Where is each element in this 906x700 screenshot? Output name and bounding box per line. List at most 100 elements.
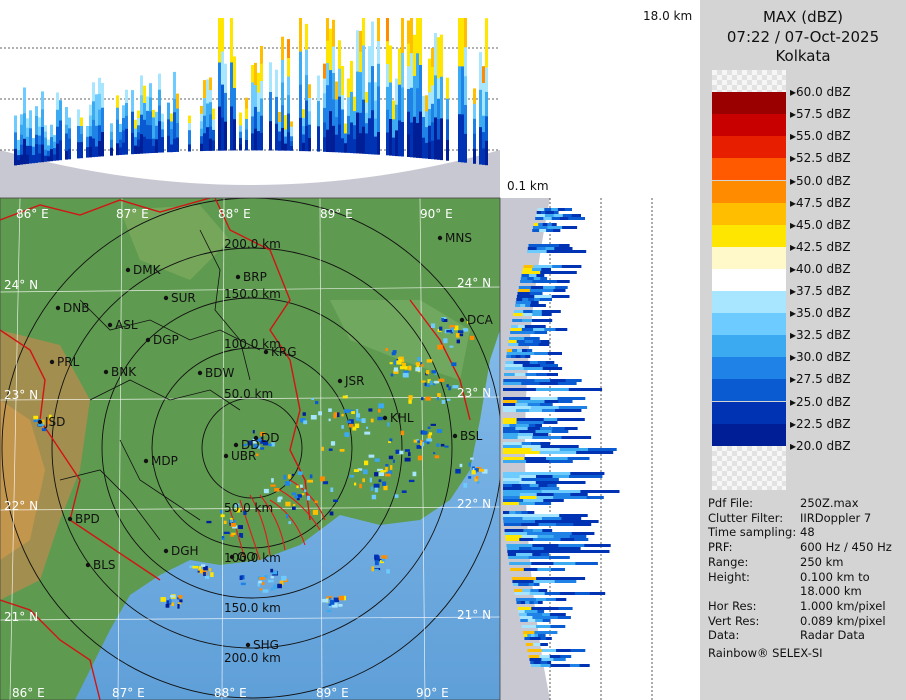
top-profile-bar: [407, 65, 410, 89]
right-profile-bar: [542, 619, 551, 622]
radar-echo: [328, 418, 331, 422]
right-profile-bar: [547, 661, 552, 664]
top-profile-bar: [344, 142, 347, 153]
top-profile-bar: [287, 94, 290, 114]
top-profile-bar: [458, 65, 461, 115]
right-profile-bar: [540, 487, 560, 490]
right-profile-bar: [556, 649, 571, 652]
top-profile-bar: [290, 126, 293, 132]
top-profile-bar: [161, 121, 164, 130]
right-profile-bar: [559, 217, 569, 220]
top-profile-bar: [281, 36, 284, 60]
radar-echo: [252, 430, 255, 434]
right-profile-bar: [504, 529, 515, 532]
radar-echo: [430, 423, 436, 426]
height-bottom-label: 0.1 km: [507, 179, 549, 193]
radar-echo: [443, 338, 448, 344]
radar-echo: [203, 566, 208, 571]
right-profile-bar: [519, 493, 538, 496]
right-profile-bar: [551, 223, 557, 226]
right-profile-bar: [503, 382, 522, 385]
radar-echo: [178, 595, 183, 599]
right-profile-bar: [510, 328, 523, 331]
top-profile-bar: [281, 104, 284, 128]
radar-echo: [386, 569, 390, 574]
top-profile-bar: [257, 130, 260, 151]
range-rings: [1, 198, 500, 699]
right-profile-bar: [546, 637, 552, 640]
right-profile-bar: [545, 607, 559, 610]
top-profile-bar: [341, 80, 344, 96]
radar-echo: [455, 333, 460, 338]
right-profile-bar: [566, 250, 587, 253]
right-profile-bar: [529, 658, 542, 661]
top-profile-bar: [341, 109, 344, 124]
radar-echo: [358, 419, 364, 422]
top-profile-bar: [35, 153, 38, 163]
right-profile-bar: [541, 289, 554, 292]
top-profile-bar: [158, 73, 161, 90]
top-profile-bar: [338, 68, 341, 97]
latitude-label: 21° N: [4, 610, 38, 624]
top-profile-bar: [125, 141, 128, 155]
right-profile-bar: [529, 637, 536, 640]
top-profile-bar: [365, 122, 368, 134]
right-profile-bar: [536, 211, 542, 214]
right-profile-bar: [539, 298, 547, 301]
top-profile-bar: [287, 57, 290, 77]
radar-echo: [408, 395, 413, 400]
radar-echo: [451, 362, 457, 367]
top-profile-bar: [122, 117, 125, 131]
right-profile-bar: [537, 361, 547, 364]
right-profile-bar: [545, 361, 555, 364]
top-profile-bar: [323, 122, 326, 138]
right-profile-bar: [503, 379, 520, 382]
top-profile-bar: [92, 119, 95, 139]
city-marker: [229, 554, 235, 560]
city-label: DD: [261, 431, 279, 445]
right-profile-bar: [522, 271, 541, 274]
right-profile-bar: [526, 613, 535, 616]
right-profile-bar: [559, 514, 588, 517]
right-profile-bar: [535, 520, 567, 523]
top-profile-bar: [143, 85, 146, 103]
radar-echo: [474, 468, 479, 472]
top-profile-bar: [77, 109, 80, 126]
top-profile-bar: [56, 92, 59, 110]
radar-echo: [332, 603, 338, 608]
radar-echo: [441, 318, 444, 322]
top-profile-bar: [269, 120, 272, 151]
top-profile-bar: [374, 118, 377, 137]
top-profile-bar: [116, 142, 119, 156]
longitude-label: 88° E: [214, 686, 247, 700]
radar-echo: [431, 370, 436, 374]
latitude-label: 24° N: [4, 278, 38, 292]
top-profile-bar: [119, 146, 122, 155]
right-profile-bar: [503, 430, 520, 433]
right-profile-bar: [533, 601, 539, 604]
right-profile-bar: [588, 448, 617, 451]
right-profile-bar: [532, 529, 543, 532]
top-profile-bar: [332, 125, 335, 153]
legend-swatch: [712, 180, 786, 203]
top-profile-bar: [20, 154, 23, 165]
top-profile-bar: [35, 143, 38, 154]
right-profile-bar: [540, 445, 560, 448]
right-profile-bar: [537, 661, 541, 664]
right-profile-bar: [506, 352, 521, 355]
right-profile-bar: [568, 409, 582, 412]
top-profile-bar: [269, 62, 272, 92]
right-profile-bar: [558, 406, 588, 409]
radar-echo: [274, 488, 280, 492]
right-profile-bar: [529, 361, 539, 364]
top-profile-bar: [122, 129, 125, 143]
right-profile-bar: [523, 301, 532, 304]
radar-echo: [253, 444, 258, 449]
top-profile-bar: [389, 45, 392, 83]
right-profile-bar: [530, 418, 545, 421]
top-profile-bar: [26, 118, 29, 128]
radar-echo: [456, 339, 460, 344]
radar-echo: [197, 570, 200, 573]
top-profile-bar: [338, 124, 341, 153]
top-profile-bar: [362, 126, 365, 154]
